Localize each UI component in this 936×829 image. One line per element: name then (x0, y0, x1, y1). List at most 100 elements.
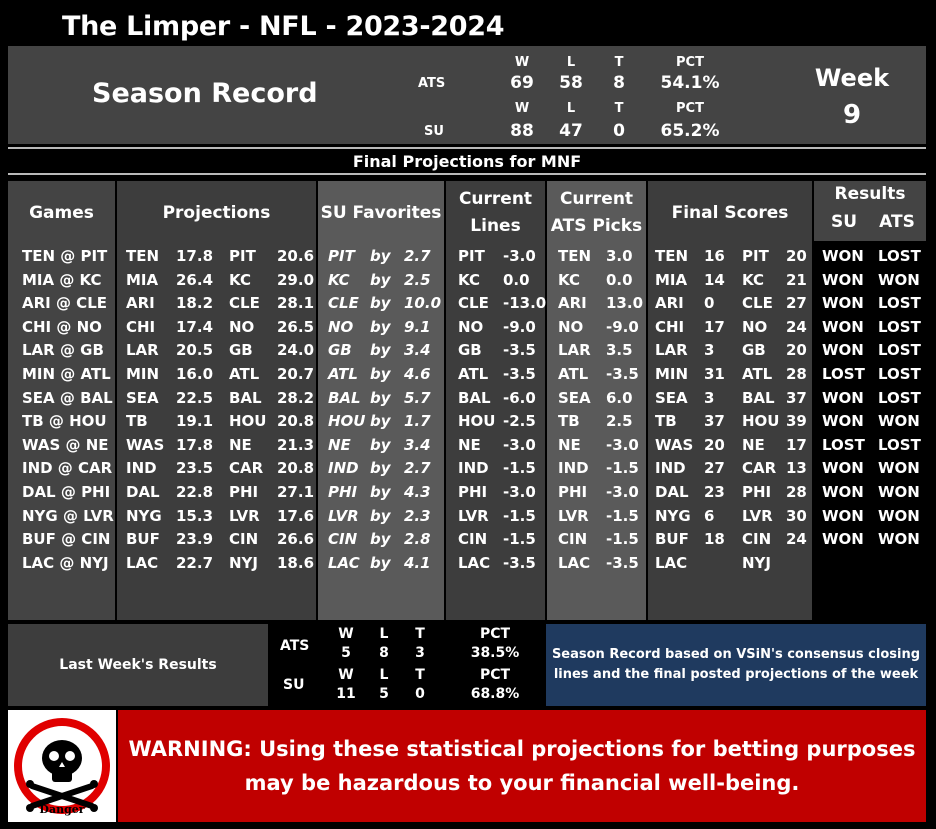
pick-team: CIN (558, 530, 588, 549)
game-label: MIN @ ATL (22, 365, 111, 383)
pick-line: -9.0 (606, 317, 639, 336)
last-week-su-t: 0 (415, 686, 425, 702)
projection-away-team: MIN (126, 365, 160, 383)
season-su-w-header: W (514, 101, 530, 116)
last-week-ats-pct: 38.5% (470, 645, 520, 661)
game-label: TEN @ PIT (22, 247, 108, 265)
favorite-team: IND (328, 459, 359, 478)
favorite-by: by (370, 365, 391, 383)
note-panel (546, 624, 926, 706)
result-su: WON (822, 247, 864, 265)
projection-home-score: 18.6 (277, 553, 315, 572)
projection-away-score: 26.4 (176, 270, 214, 289)
season-su-l-header: L (566, 101, 576, 116)
score-away: 3 (704, 341, 715, 360)
favorite-team: PHI (328, 483, 358, 501)
warning-panel (118, 710, 926, 822)
season-ats-l-header: L (566, 55, 576, 70)
result-su: WON (822, 459, 864, 478)
projection-home-score: 26.5 (277, 317, 315, 336)
projection-home-team: LVR (229, 506, 260, 525)
score-away-team: MIA (655, 270, 688, 289)
projection-home-score: 21.3 (277, 435, 315, 454)
favorite-margin: 10.0 (404, 294, 442, 313)
projection-away-score: 15.3 (176, 506, 214, 525)
result-ats: LOST (878, 317, 921, 336)
score-home: 39 (786, 412, 807, 431)
score-home-team: PHI (742, 483, 772, 501)
game-label: SEA @ BAL (22, 388, 113, 407)
score-away: 23 (704, 483, 725, 501)
pick-team: SEA (558, 388, 591, 407)
line-value: -3.5 (503, 553, 536, 572)
result-ats: WON (878, 412, 920, 431)
line-value: -3.0 (503, 435, 536, 454)
last-week-ats-t-header: T (415, 626, 425, 642)
last-week-su-l-header: L (379, 667, 389, 683)
pick-line: 13.0 (606, 294, 644, 313)
result-su: WON (822, 483, 864, 501)
favorite-margin: 2.5 (404, 270, 431, 289)
favorite-team: CIN (328, 530, 358, 549)
score-away: 37 (704, 412, 725, 431)
projection-home-score: 24.0 (277, 341, 315, 360)
pick-team: KC (558, 270, 580, 289)
projection-away-score: 16.0 (176, 365, 214, 383)
season-ats-t-header: T (614, 55, 624, 70)
line-team: NO (458, 317, 484, 336)
favorite-by: by (370, 294, 391, 313)
last-week-ats-l: 8 (379, 645, 389, 661)
result-ats: WON (878, 506, 920, 525)
line-team: BAL (458, 388, 491, 407)
projection-away-team: TB (126, 412, 148, 431)
score-away-team: WAS (655, 435, 694, 454)
results-header-panel (814, 181, 926, 241)
favorite-team: PIT (328, 247, 355, 265)
score-away-team: IND (655, 459, 686, 478)
score-home: 30 (786, 506, 807, 525)
last-week-ats-label: ATS (280, 638, 310, 654)
projection-home-score: 26.6 (277, 530, 315, 549)
game-label: LAR @ GB (22, 341, 104, 360)
ats-picks-column (547, 181, 646, 620)
projection-away-score: 23.5 (176, 459, 214, 478)
line-team: ATL (458, 365, 489, 383)
result-su: WON (822, 294, 864, 313)
favorite-team: LVR (328, 506, 359, 525)
result-su: WON (822, 412, 864, 431)
season-su-l: 47 (559, 121, 583, 141)
score-away-team: CHI (655, 317, 685, 336)
score-away: 18 (704, 530, 725, 549)
score-home-team: CLE (742, 294, 773, 313)
page-title: The Limper - NFL - 2023-2024 (62, 11, 505, 42)
score-home-team: GB (742, 341, 766, 360)
season-su-pct: 65.2% (660, 121, 720, 141)
favorite-by: by (370, 412, 391, 431)
result-ats: LOST (878, 388, 921, 407)
warning-text: WARNING: Using these statistical project… (128, 737, 916, 795)
results-header: Results (834, 184, 906, 204)
last-week-panel (8, 624, 268, 706)
last-week-su-w: 11 (336, 686, 356, 702)
score-away: 0 (704, 294, 715, 313)
final-scores-header: Final Scores (671, 203, 789, 223)
result-su: LOST (822, 365, 865, 383)
mnf-label: Final Projections for MNF (352, 151, 582, 171)
favorite-margin: 2.7 (404, 247, 431, 265)
last-week-label: Last Week's Results (59, 657, 217, 673)
last-week-stats (270, 624, 544, 706)
favorite-margin: 4.1 (404, 553, 431, 572)
score-away-team: NYG (655, 506, 691, 525)
score-home-team: HOU (742, 412, 780, 431)
pick-team: LVR (558, 506, 589, 525)
projection-away-score: 23.9 (176, 530, 214, 549)
favorite-by: by (370, 506, 391, 525)
results-column (814, 241, 926, 620)
projection-away-score: 17.8 (176, 435, 214, 454)
projection-home-score: 28.1 (277, 294, 315, 313)
season-note: Season Record based on VSiN's consensus … (551, 647, 921, 682)
pick-team: LAC (558, 553, 591, 572)
season-ats-t: 8 (613, 73, 625, 93)
score-away-team: BUF (655, 530, 689, 549)
favorite-by: by (370, 247, 391, 265)
